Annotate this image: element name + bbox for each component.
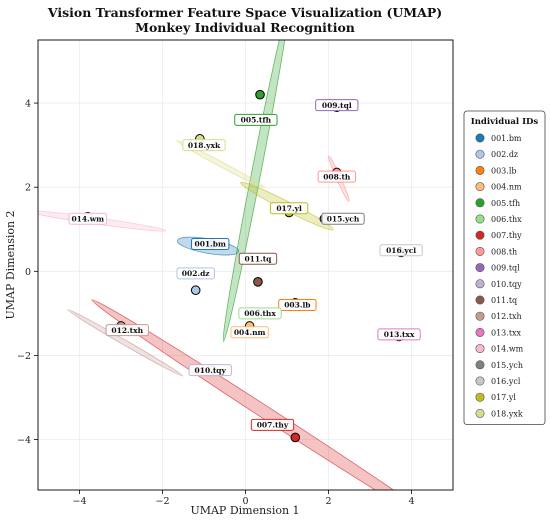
legend-entry-005.tfh: 005.tfh	[491, 199, 520, 208]
label-box-006.thx	[238, 307, 282, 320]
legend-title: Individual IDs	[471, 117, 539, 127]
legend-entry-017.yl: 017.yl	[491, 393, 516, 402]
y-tick-label: 2	[25, 183, 31, 194]
legend-entry-007.thy: 007.thy	[491, 231, 522, 240]
legend-marker-009.tql	[475, 263, 485, 273]
legend-marker-014.wm	[475, 344, 485, 354]
label-box-014.wm	[68, 212, 107, 225]
legend-marker-018.yxk	[475, 408, 485, 418]
label-box-001.bm	[191, 237, 230, 250]
y-tick-label: −2	[17, 351, 31, 362]
legend-marker-003.lb	[475, 165, 485, 175]
label-box-003.lb	[278, 298, 317, 311]
label-box-004.nm	[230, 326, 269, 339]
point-label-009.tql: 009.tql	[322, 101, 352, 110]
legend-entry-016.ycl: 016.ycl	[491, 377, 521, 386]
legend-marker-012.txh	[475, 311, 485, 321]
label-box-008.th	[317, 170, 357, 183]
legend-marker-005.tfh	[475, 198, 485, 208]
legend-entry-009.tql: 009.tql	[491, 264, 520, 273]
point-label-008.th: 008.th	[323, 172, 351, 181]
label-box-011.tq	[238, 252, 278, 265]
point-label-010.tqy: 010.tqy	[195, 366, 227, 375]
legend-entry-011.tq: 011.tq	[491, 296, 517, 305]
point-label-018.yxk: 018.yxk	[188, 141, 221, 150]
label-box-009.tql	[315, 99, 359, 112]
point-label-005.tfh: 005.tfh	[241, 116, 272, 125]
point-label-016.ycl: 016.ycl	[386, 246, 416, 255]
legend-marker-016.ycl	[475, 376, 485, 386]
legend-marker-011.tq	[475, 295, 485, 305]
legend-marker-017.yl	[475, 392, 485, 402]
legend-marker-007.thy	[475, 230, 485, 240]
centroid-002.dz	[190, 285, 201, 296]
y-tick-label: 4	[25, 99, 31, 110]
label-box-007.thy	[250, 418, 295, 431]
point-label-017.yl: 017.yl	[276, 204, 302, 213]
legend-entry-003.lb: 003.lb	[491, 166, 517, 175]
label-box-002.dz	[176, 267, 215, 280]
legend-entry-013.txx: 013.txx	[491, 328, 522, 337]
x-tick-label: 0	[242, 496, 248, 507]
label-box-012.txh	[105, 324, 149, 337]
point-label-001.bm: 001.bm	[194, 240, 226, 249]
legend-marker-006.thx	[475, 214, 485, 224]
legend-entry-008.th: 008.th	[491, 247, 517, 256]
y-tick-label: −4	[17, 435, 31, 446]
chart-title: Vision Transformer Feature Space Visuali…	[47, 5, 442, 20]
x-tick-label: 2	[325, 496, 331, 507]
plot-area: 001.bm002.dz003.lb004.nm005.tfh006.thx00…	[17, 39, 454, 507]
legend-entry-001.bm: 001.bm	[491, 134, 522, 143]
y-axis-label: UMAP Dimension 2	[4, 210, 17, 319]
label-box-015.ych	[321, 212, 365, 225]
label-box-018.yxk	[182, 139, 226, 152]
label-box-005.tfh	[234, 113, 278, 126]
point-label-015.ych: 015.ych	[327, 214, 360, 223]
point-label-007.thy: 007.thy	[257, 421, 289, 430]
legend-marker-008.th	[475, 246, 485, 256]
legend-marker-010.tqy	[475, 279, 485, 289]
centroid-011.tq	[253, 277, 263, 287]
legend-entry-015.ych: 015.ych	[491, 361, 523, 370]
point-label-014.wm: 014.wm	[71, 214, 104, 223]
label-box-013.txx	[377, 328, 421, 341]
legend-entry-002.dz: 002.dz	[491, 150, 518, 159]
chart-subtitle: Monkey Individual Recognition	[135, 20, 355, 35]
centroid-007.thy	[290, 432, 301, 443]
legend-entry-004.nm: 004.nm	[491, 183, 522, 192]
legend-entry-014.wm: 014.wm	[491, 345, 524, 354]
x-axis-label: UMAP Dimension 1	[190, 504, 299, 517]
ellipse-018.yxk	[176, 140, 265, 188]
y-tick-label: 0	[25, 267, 31, 278]
centroid-005.tfh	[255, 89, 265, 100]
point-label-002.dz: 002.dz	[182, 269, 210, 278]
point-label-013.txx: 013.txx	[384, 330, 415, 339]
legend-marker-013.txx	[475, 327, 485, 337]
x-tick-label: −4	[72, 496, 86, 507]
point-label-004.nm: 004.nm	[234, 328, 266, 337]
label-box-017.yl	[269, 202, 309, 215]
x-tick-label: 4	[408, 496, 414, 507]
legend-marker-002.dz	[475, 149, 485, 159]
label-box-016.ycl	[379, 244, 423, 257]
legend-marker-001.bm	[475, 133, 485, 143]
legend-entry-010.tqy: 010.tqy	[491, 280, 522, 289]
legend-marker-015.ych	[475, 360, 485, 370]
point-label-006.thx: 006.thx	[244, 309, 276, 318]
point-label-012.txh: 012.txh	[111, 326, 143, 335]
point-label-011.tq: 011.tq	[244, 254, 272, 263]
legend-entry-006.thx: 006.thx	[491, 215, 522, 224]
legend-marker-004.nm	[475, 182, 485, 192]
legend-box	[463, 110, 546, 426]
x-tick-label: −2	[155, 496, 169, 507]
ellipse-012.txh	[67, 309, 184, 377]
label-box-010.tqy	[188, 364, 232, 377]
legend-entry-012.txh: 012.txh	[491, 312, 522, 321]
legend-entry-018.yxk: 018.yxk	[491, 409, 523, 418]
legend: Individual IDs 001.bm 002.dz 003.lb 004.nm 00…	[463, 110, 546, 426]
point-label-003.lb: 003.lb	[284, 301, 310, 310]
